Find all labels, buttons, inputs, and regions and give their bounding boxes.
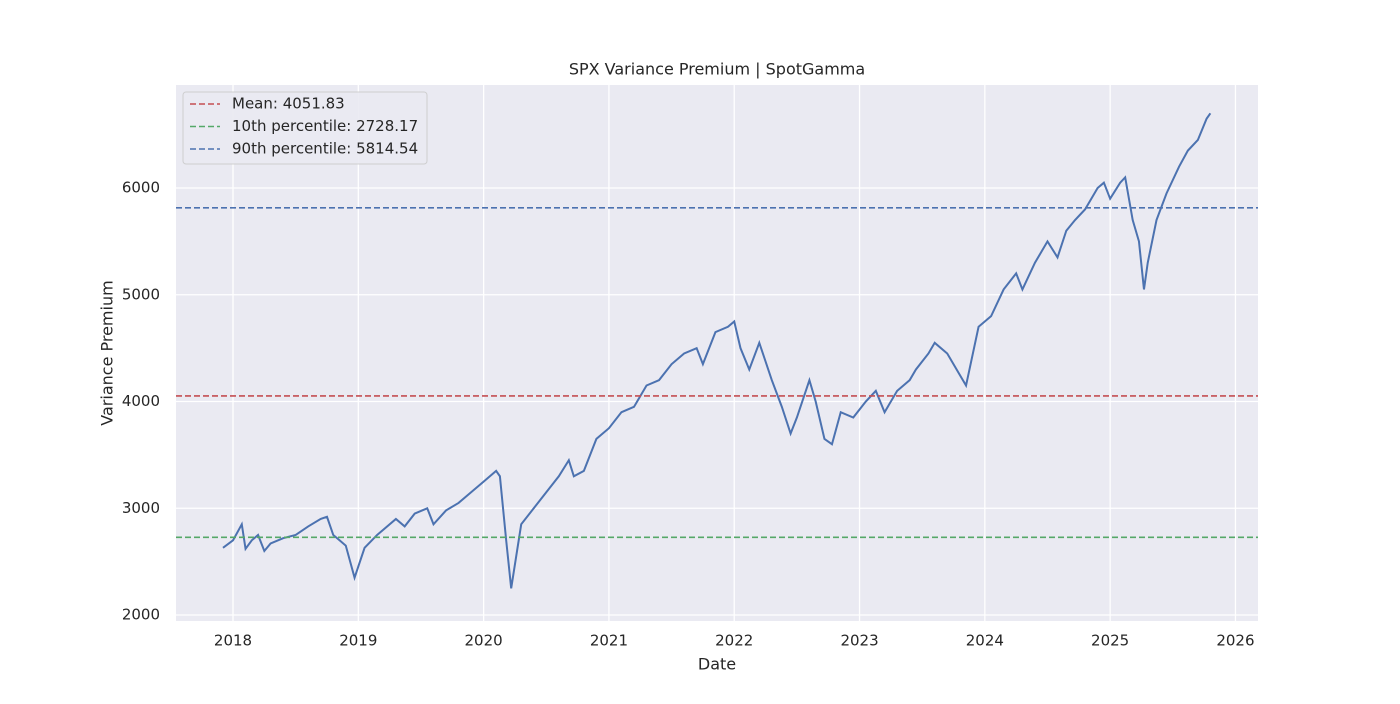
x-tick-label: 2026 (1216, 632, 1254, 650)
x-axis-label: Date (698, 655, 736, 674)
x-tick-label: 2019 (339, 632, 377, 650)
legend-box (182, 91, 428, 165)
y-tick-label: 5000 (122, 285, 160, 303)
data-line (222, 112, 1212, 589)
y-tick-label: 6000 (122, 179, 160, 197)
x-tick-label: 2022 (715, 632, 753, 650)
x-tick-label: 2024 (966, 632, 1004, 650)
x-tick-label: 2023 (840, 632, 878, 650)
y-tick-label: 4000 (122, 392, 160, 410)
y-tick-label: 3000 (122, 499, 160, 517)
y-tick-label: 2000 (122, 606, 160, 624)
chart-title: SPX Variance Premium | SpotGamma (569, 60, 865, 79)
y-axis-label: Variance Premium (98, 280, 117, 425)
x-tick-label: 2018 (214, 632, 252, 650)
x-tick-label: 2021 (590, 632, 628, 650)
legend-label: 10th percentile: 2728.17 (232, 117, 418, 135)
x-tick-label: 2025 (1091, 632, 1129, 650)
legend-label: Mean: 4051.83 (232, 95, 345, 113)
legend-label: 90th percentile: 5814.54 (232, 140, 418, 158)
x-tick-label: 2020 (465, 632, 503, 650)
plot-area (176, 85, 1258, 621)
